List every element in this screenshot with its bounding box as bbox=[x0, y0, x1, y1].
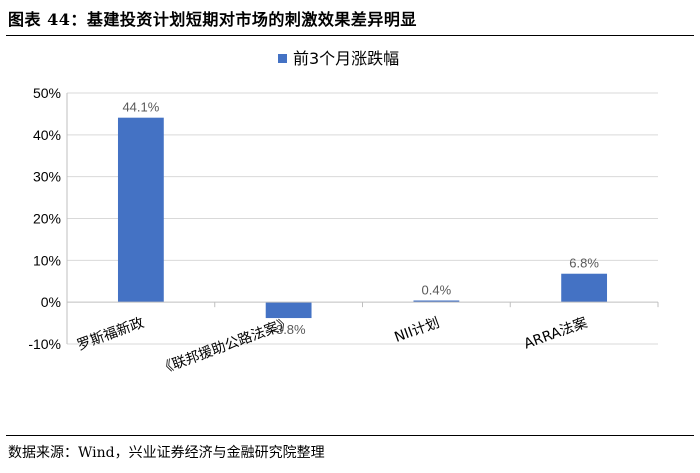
gridlines bbox=[67, 92, 658, 345]
legend: 前3个月涨跌幅 bbox=[278, 49, 399, 68]
legend-label: 前3个月涨跌幅 bbox=[293, 49, 399, 68]
y-tick-label: 30% bbox=[33, 169, 61, 185]
legend-swatch bbox=[278, 54, 287, 63]
y-tick-label: 50% bbox=[33, 85, 61, 101]
bar bbox=[117, 117, 164, 303]
data-label: 0.4% bbox=[422, 282, 452, 297]
bottom-rule bbox=[6, 435, 694, 436]
bar-chart: -10% 0% 10% 20% 30% 40% 50% 44.1% 罗斯福新政 -3.8%《联邦援… bbox=[28, 49, 659, 378]
data-label: 6.8% bbox=[569, 256, 599, 271]
top-rule bbox=[6, 35, 694, 36]
bar bbox=[413, 300, 460, 303]
axes bbox=[66, 93, 659, 344]
y-tick-label: 10% bbox=[33, 252, 61, 268]
data-label: 44.1% bbox=[122, 100, 159, 115]
labels: -10% 0% 10% 20% 30% 40% 50% 44.1% 罗斯福新政 -3.8%《联邦援… bbox=[28, 85, 599, 378]
figure-title: 图表 44：基建投资计划短期对市场的刺激效果差异明显 bbox=[8, 10, 417, 29]
x-category-label: ARRA法案 bbox=[522, 314, 590, 353]
x-category-label: 《联邦援助公路法案》 bbox=[157, 314, 294, 378]
bars bbox=[117, 117, 608, 319]
y-tick-label: 20% bbox=[33, 211, 61, 227]
y-tick-label: 40% bbox=[33, 127, 61, 143]
data-label: -3.8% bbox=[272, 322, 306, 337]
y-tick-label: -10% bbox=[28, 336, 61, 352]
bar bbox=[265, 302, 312, 319]
x-category-label: 罗斯福新政 bbox=[75, 315, 146, 354]
y-tick-label: 0% bbox=[41, 294, 61, 310]
bar bbox=[561, 273, 608, 303]
x-category-label: NII计划 bbox=[392, 315, 441, 346]
source-note: 数据来源：Wind，兴业证券经济与金融研究院整理 bbox=[8, 445, 325, 461]
